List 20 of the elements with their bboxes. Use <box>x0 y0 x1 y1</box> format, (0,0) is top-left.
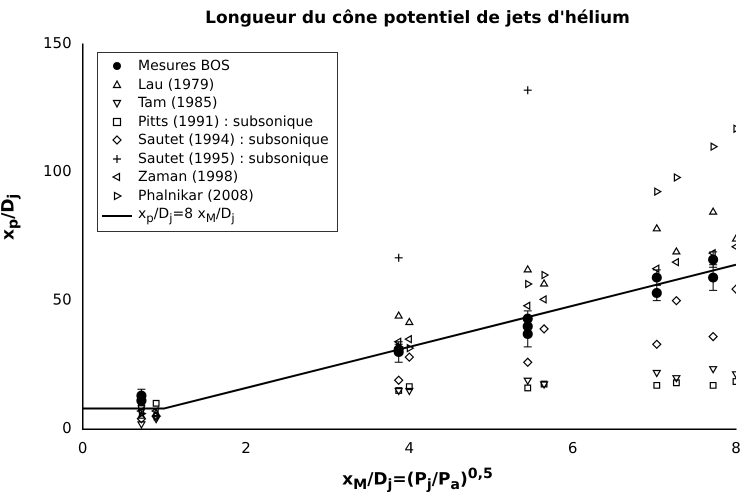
legend-label: Sautet (1994) : subsonique <box>138 131 329 150</box>
text: x$_{M}$/D$_{j}$=(P$_{j}$/P$_{a}$)$^{0,5}$ <box>342 466 493 493</box>
x-tick-label: 2 <box>241 438 251 457</box>
y-tick-label: 0 <box>62 418 72 437</box>
y-tick-label: 150 <box>42 34 72 52</box>
legend-label: Lau (1979) <box>138 76 214 94</box>
y-tick-label: 100 <box>42 162 72 180</box>
chart-title: Longueur du cône potentiel de jets d'hélium <box>204 8 631 28</box>
legend-label: Zaman (1998) <box>138 168 238 186</box>
x-tick-label: 0 <box>78 438 88 457</box>
x-tick-label: 8 <box>731 438 741 457</box>
legend-label: Sautet (1995) : subsonique <box>138 150 329 168</box>
legend-label: Phalnikar (2008) <box>138 186 254 205</box>
legend-label: Mesures BOS <box>138 57 230 76</box>
x-tick-label: 4 <box>404 438 414 457</box>
x-tick-label: 6 <box>568 438 578 457</box>
legend-label: Tam (1985) <box>138 94 218 112</box>
legend-label: Pitts (1991) : subsonique <box>138 112 313 131</box>
y-tick-label: 50 <box>52 290 72 309</box>
legend-label: x$_{p}$/D$_{j}$=8 x$_{M}$/D$_{j}$ <box>138 205 235 227</box>
